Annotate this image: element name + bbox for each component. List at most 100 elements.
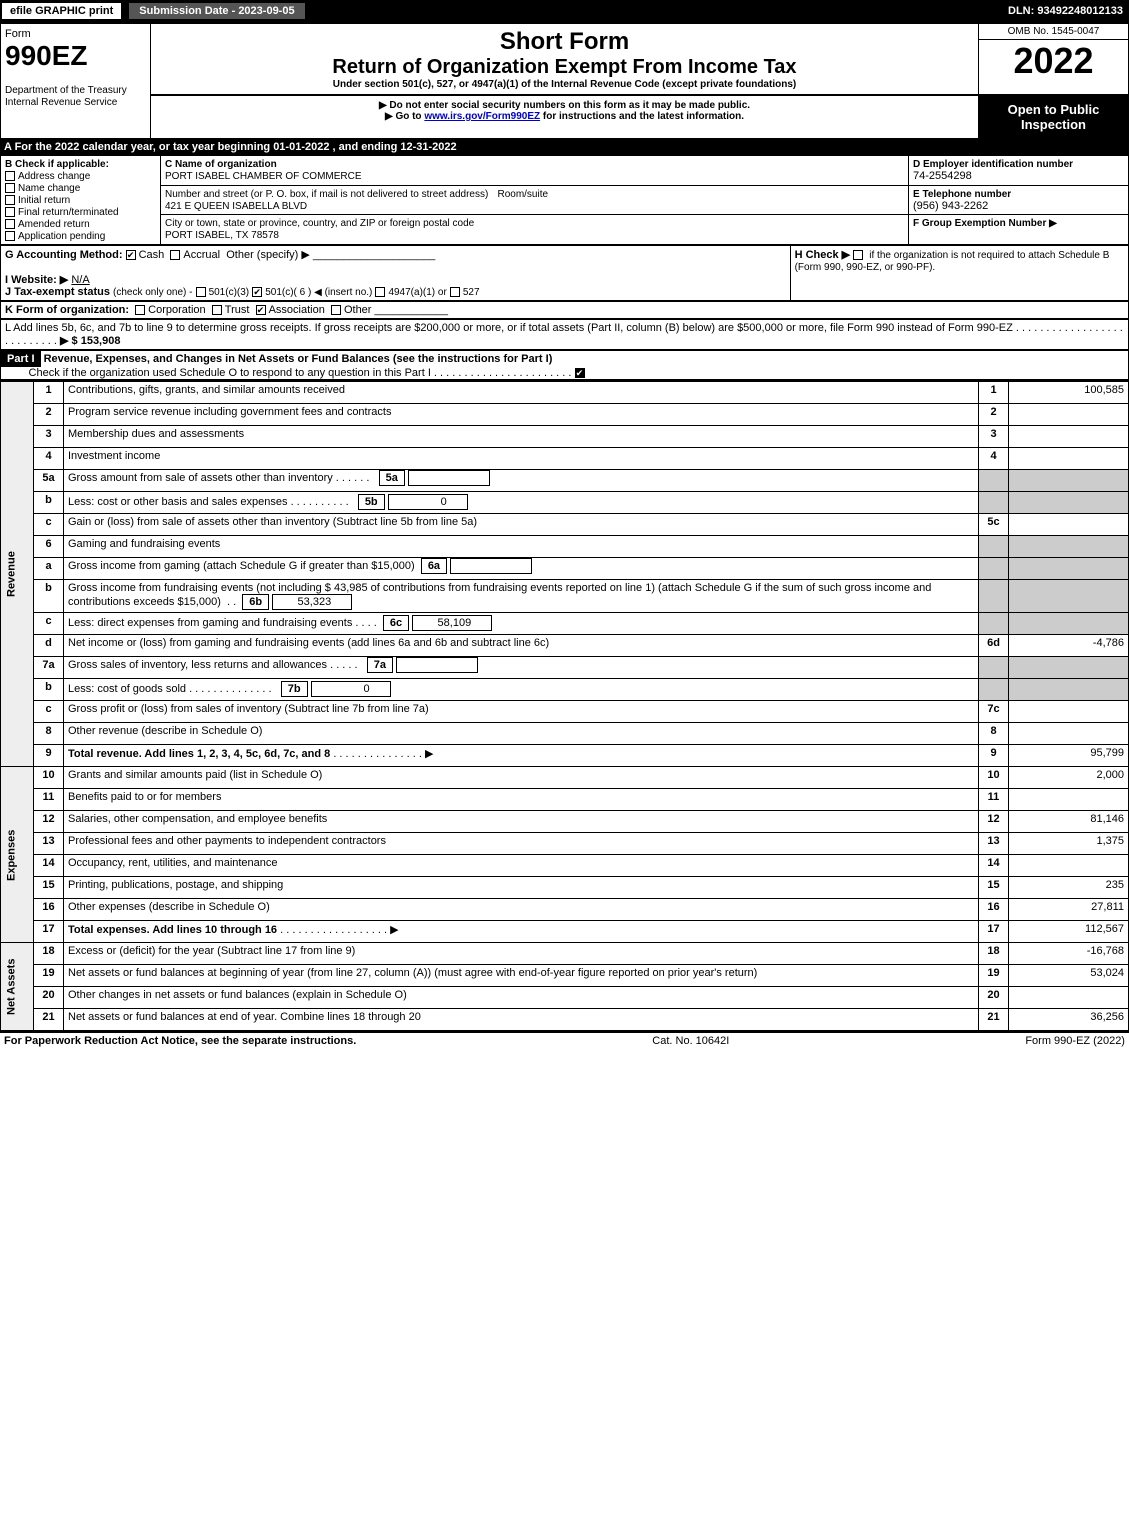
h-label: H Check ▶ (795, 249, 851, 261)
501c-checkbox[interactable]: ✔ (252, 287, 262, 297)
line-5b-amt: 0 (388, 494, 468, 510)
submission-date: Submission Date - 2023-09-05 (127, 1, 306, 21)
final-return-checkbox[interactable] (5, 207, 15, 217)
form-number: 990EZ (5, 40, 88, 71)
amended-return-checkbox[interactable] (5, 219, 15, 229)
irs-link[interactable]: www.irs.gov/Form990EZ (424, 111, 540, 122)
net-assets-side-label: Net Assets (1, 943, 34, 1031)
address-change-checkbox[interactable] (5, 171, 15, 181)
line-1-amt: 100,585 (1009, 382, 1129, 404)
efile-print-button[interactable]: efile GRAPHIC print (0, 1, 123, 21)
line-2-desc: Program service revenue including govern… (64, 404, 979, 426)
initial-return-checkbox[interactable] (5, 195, 15, 205)
line-6-desc: Gaming and fundraising events (64, 536, 979, 558)
line-7b-amt: 0 (311, 681, 391, 697)
h-text: if the organization is not required to a… (869, 250, 1109, 261)
part-i-header: Part I (1, 351, 41, 367)
cash-checkbox[interactable]: ✔ (126, 250, 136, 260)
trust-checkbox[interactable] (212, 305, 222, 315)
room-label: Room/suite (497, 189, 548, 200)
line-13-amt: 1,375 (1009, 833, 1129, 855)
h-text2: (Form 990, 990-EZ, or 990-PF). (795, 262, 936, 273)
line-20-desc: Other changes in net assets or fund bala… (64, 987, 979, 1009)
return-title: Return of Organization Exempt From Incom… (155, 56, 974, 79)
footer-form-ref: Form 990-EZ (2022) (1025, 1035, 1125, 1047)
line-10-amt: 2,000 (1009, 767, 1129, 789)
line-12-amt: 81,146 (1009, 811, 1129, 833)
527-checkbox[interactable] (450, 287, 460, 297)
line-5a-desc: Gross amount from sale of assets other t… (68, 472, 333, 484)
501c3-checkbox[interactable] (196, 287, 206, 297)
line-1-desc: Contributions, gifts, grants, and simila… (64, 382, 979, 404)
name-change-checkbox[interactable] (5, 183, 15, 193)
city-label: City or town, state or province, country… (165, 218, 474, 229)
street-value: 421 E QUEEN ISABELLA BLVD (165, 201, 307, 212)
top-bar: efile GRAPHIC print Submission Date - 20… (0, 0, 1129, 22)
line-19-desc: Net assets or fund balances at beginning… (64, 965, 979, 987)
f-group-label: F Group Exemption Number ▶ (913, 218, 1057, 229)
4947-checkbox[interactable] (375, 287, 385, 297)
part-i-schedule-o-checkbox[interactable]: ✔ (575, 368, 585, 378)
ssn-warning: ▶ Do not enter social security numbers o… (155, 100, 974, 111)
line-12-desc: Salaries, other compensation, and employ… (64, 811, 979, 833)
line-5b-desc: Less: cost or other basis and sales expe… (68, 496, 288, 508)
open-to-public: Open to Public Inspection (979, 96, 1128, 138)
line-6d-desc: Net income or (loss) from gaming and fun… (64, 635, 979, 657)
line-10-desc: Grants and similar amounts paid (list in… (64, 767, 979, 789)
line-6a-desc: Gross income from gaming (attach Schedul… (68, 560, 415, 572)
other-org-checkbox[interactable] (331, 305, 341, 315)
line-21-amt: 36,256 (1009, 1009, 1129, 1031)
c-name-label: C Name of organization (165, 159, 277, 170)
line-6b-amt: 53,323 (272, 594, 352, 610)
line-21-desc: Net assets or fund balances at end of ye… (64, 1009, 979, 1031)
line-7a-desc: Gross sales of inventory, less returns a… (68, 659, 327, 671)
form-header-table: Form 990EZ Department of the Treasury In… (0, 22, 1129, 139)
line-16-amt: 27,811 (1009, 899, 1129, 921)
line-17-amt: 112,567 (1009, 921, 1129, 943)
g-label: G Accounting Method: (5, 249, 123, 261)
d-ein-label: D Employer identification number (913, 159, 1073, 170)
section-a-period: A For the 2022 calendar year, or tax yea… (0, 139, 1129, 155)
accrual-checkbox[interactable] (170, 250, 180, 260)
line-18-desc: Excess or (deficit) for the year (Subtra… (64, 943, 979, 965)
h-checkbox[interactable] (853, 250, 863, 260)
part-i-heading: Revenue, Expenses, and Changes in Net As… (44, 353, 553, 365)
line-6b-desc: Gross income from fundraising events (no… (68, 582, 931, 608)
line-18-amt: -16,768 (1009, 943, 1129, 965)
line-14-desc: Occupancy, rent, utilities, and maintena… (64, 855, 979, 877)
line-15-amt: 235 (1009, 877, 1129, 899)
application-pending-checkbox[interactable] (5, 231, 15, 241)
corp-checkbox[interactable] (135, 305, 145, 315)
i-label: I Website: ▶ (5, 274, 68, 286)
j-label: J Tax-exempt status (5, 286, 110, 298)
phone-value: (956) 943-2262 (913, 200, 988, 212)
line-9-amt: 95,799 (1009, 745, 1129, 767)
k-label: K Form of organization: (5, 304, 129, 316)
city-value: PORT ISABEL, TX 78578 (165, 230, 279, 241)
line-11-desc: Benefits paid to or for members (64, 789, 979, 811)
org-name: PORT ISABEL CHAMBER OF COMMERCE (165, 171, 362, 182)
dln-label: DLN: 93492248012133 (1008, 5, 1129, 17)
line-16-desc: Other expenses (describe in Schedule O) (64, 899, 979, 921)
dept-label: Department of the Treasury (5, 85, 127, 96)
line-4-desc: Investment income (64, 448, 979, 470)
expenses-side-label: Expenses (1, 767, 34, 943)
line-5c-desc: Gain or (loss) from sale of assets other… (64, 514, 979, 536)
line-9-desc: Total revenue. Add lines 1, 2, 3, 4, 5c,… (68, 748, 330, 760)
tax-year: 2022 (979, 40, 1128, 82)
b-label: B Check if applicable: (5, 159, 109, 170)
line-6c-amt: 58,109 (412, 615, 492, 631)
ein-value: 74-2554298 (913, 170, 972, 182)
form-word: Form (5, 28, 31, 40)
l-text: L Add lines 5b, 6c, and 7b to line 9 to … (5, 322, 1013, 334)
part-i-check-text: Check if the organization used Schedule … (29, 367, 431, 379)
under-section: Under section 501(c), 527, or 4947(a)(1)… (155, 79, 974, 90)
goto-note: ▶ Go to www.irs.gov/Form990EZ for instru… (155, 111, 974, 122)
line-17-desc: Total expenses. Add lines 10 through 16 (68, 924, 277, 936)
short-form-title: Short Form (155, 28, 974, 56)
e-phone-label: E Telephone number (913, 189, 1011, 200)
l-amount: ▶ $ 153,908 (60, 335, 120, 347)
entity-info-table: B Check if applicable: Address change Na… (0, 155, 1129, 245)
line-7b-desc: Less: cost of goods sold (68, 683, 186, 695)
assoc-checkbox[interactable]: ✔ (256, 305, 266, 315)
